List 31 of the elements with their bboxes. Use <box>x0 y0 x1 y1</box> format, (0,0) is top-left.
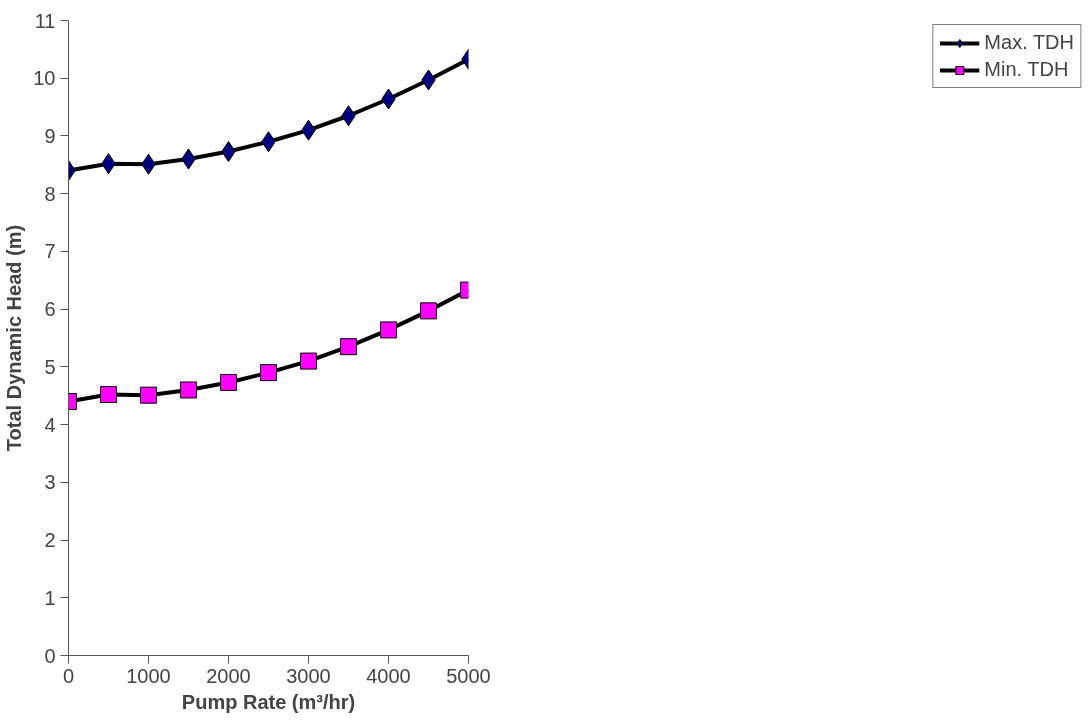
y-tick-label: 8 <box>44 182 56 205</box>
point <box>220 373 237 391</box>
point <box>180 381 197 399</box>
x-tick-label: 4000 <box>366 664 411 687</box>
y-tick-label: 6 <box>44 298 56 321</box>
y-tick-label: 4 <box>44 413 56 436</box>
x-tick-label: 5000 <box>446 664 491 687</box>
x-axis-title: Pump Rate (m³/hr) <box>181 690 356 713</box>
legend-label: Max. TDH <box>984 31 1074 54</box>
point <box>260 364 277 382</box>
y-tick-label: 2 <box>44 529 56 552</box>
point <box>300 352 317 370</box>
y-tick-label: 5 <box>44 355 56 378</box>
x-tick-label: 2000 <box>206 664 251 687</box>
y-tick-label: 7 <box>44 240 56 263</box>
y-tick-label: 1 <box>44 586 56 609</box>
x-tick-label: 1000 <box>126 664 171 687</box>
x-tick-label: 0 <box>62 664 75 687</box>
y-tick-label: 11 <box>34 9 56 32</box>
y-tick-label: 10 <box>33 67 56 90</box>
y-axis-title: Total Dynamic Head (m) <box>3 224 26 452</box>
y-tick-label: 0 <box>44 644 56 667</box>
y-tick-label: 9 <box>44 124 56 147</box>
point <box>340 338 357 356</box>
point <box>100 386 117 404</box>
legend-label: Min. TDH <box>984 58 1069 81</box>
point <box>420 302 437 320</box>
y-tick-label: 3 <box>44 471 56 494</box>
x-tick-label: 3000 <box>286 664 331 687</box>
point <box>380 321 397 339</box>
point <box>140 386 157 404</box>
